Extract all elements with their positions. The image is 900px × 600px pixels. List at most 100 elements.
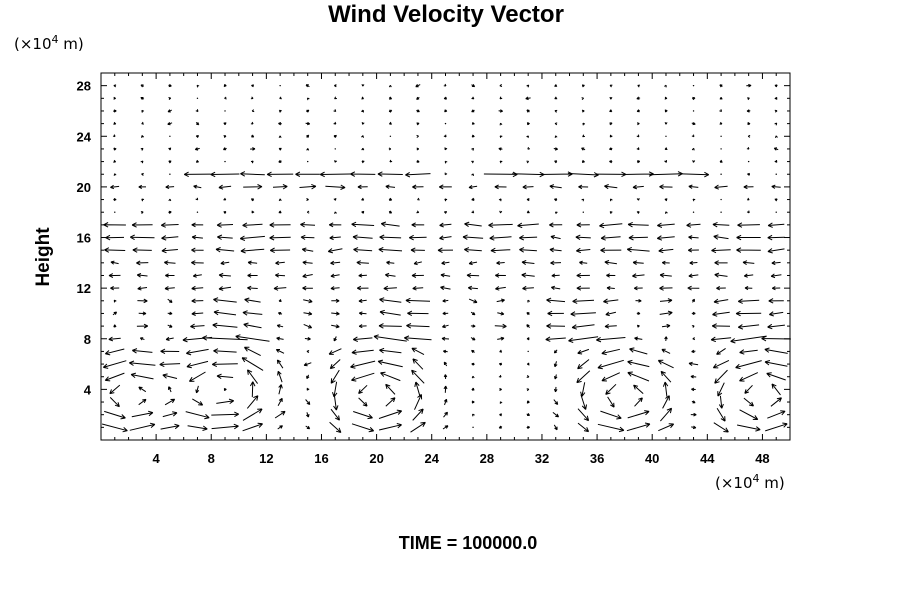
wind-vector (462, 234, 484, 240)
wind-vector (277, 397, 283, 407)
wind-vector (578, 184, 589, 190)
wind-vector (498, 425, 503, 429)
wind-vector (603, 298, 619, 304)
wind-vector (278, 384, 283, 395)
wind-vector (775, 135, 778, 139)
wind-vector (278, 122, 282, 126)
vector-dot (334, 148, 336, 150)
x-tick-labels: 4 8 12 16 20 24 28 32 36 40 44 48 (153, 451, 770, 466)
wind-vector (277, 312, 283, 316)
vector-dot (389, 135, 392, 137)
wind-vector (277, 370, 283, 383)
wind-vector (333, 84, 337, 88)
wind-vector (240, 171, 265, 177)
wind-vector (553, 349, 558, 354)
wind-vector (168, 386, 172, 393)
wind-vector (412, 184, 424, 190)
wind-vector (305, 121, 311, 126)
wind-vector (140, 84, 145, 88)
wind-vector (527, 299, 531, 303)
wind-vector (408, 234, 427, 241)
wind-vector (190, 323, 205, 329)
wind-vector (141, 109, 145, 113)
wind-vector (241, 357, 264, 371)
wind-vector (470, 311, 476, 316)
wind-vector (137, 298, 148, 304)
wind-vector (140, 160, 144, 164)
wind-vector (378, 247, 403, 253)
wind-vector (129, 422, 156, 431)
wind-vector (361, 83, 365, 87)
wind-vector (279, 96, 282, 100)
wind-vector (636, 122, 640, 126)
wind-vector (329, 235, 341, 241)
wind-vector (278, 147, 282, 151)
wind-vector (661, 260, 670, 265)
wind-vector (138, 386, 147, 393)
wind-vector (274, 410, 286, 419)
wind-vector (330, 273, 340, 278)
wind-vector (773, 147, 779, 151)
wind-vector (278, 198, 282, 202)
wind-vector (607, 396, 615, 408)
wind-vector (550, 260, 562, 266)
wind-vector (526, 400, 530, 404)
wind-vector (774, 109, 778, 113)
wind-vector (161, 235, 179, 241)
wind-vector (251, 210, 255, 214)
wind-vector (191, 235, 203, 240)
wind-vector (242, 222, 263, 228)
wind-vector (660, 407, 673, 422)
wind-vector (416, 96, 420, 100)
wind-vector (600, 235, 621, 241)
wind-vector (213, 309, 237, 316)
wind-vector (165, 336, 174, 341)
wind-vector (191, 222, 204, 228)
wind-vector (319, 171, 351, 178)
wind-vector (470, 337, 476, 341)
wind-vector (443, 211, 447, 214)
x-tick-label: 40 (645, 451, 659, 466)
wind-vector (388, 147, 392, 151)
wind-vector (444, 147, 448, 151)
wind-vector (627, 221, 649, 228)
wind-vector (636, 147, 640, 151)
wind-vector (358, 298, 367, 303)
wind-vector (498, 362, 503, 366)
wind-vector (414, 394, 423, 410)
wind-vector (468, 261, 478, 266)
wind-vector (499, 122, 503, 126)
wind-vector (331, 311, 340, 316)
wind-vector (191, 285, 204, 291)
wind-vector (251, 134, 255, 138)
wind-vector (526, 135, 529, 139)
wind-vector (380, 371, 401, 382)
vector-dot (692, 84, 695, 87)
wind-vector (218, 272, 231, 278)
wind-vector (716, 347, 726, 355)
wind-vector (499, 96, 503, 100)
x-tick-label: 16 (314, 451, 328, 466)
wind-vector (711, 247, 731, 254)
wind-vector (628, 234, 648, 241)
wind-vector (334, 211, 337, 214)
wind-vector (767, 410, 786, 419)
wind-vector (497, 311, 505, 316)
wind-vector (636, 324, 640, 328)
wind-vector (494, 323, 507, 329)
wind-vector (300, 234, 315, 240)
wind-vector (774, 96, 778, 100)
wind-vector (605, 311, 617, 317)
wind-vector (664, 109, 668, 113)
x-tick-label: 24 (424, 451, 439, 466)
wind-vector (139, 337, 145, 341)
wind-vector (442, 324, 449, 329)
wind-vector (737, 298, 760, 304)
wind-vector (582, 122, 586, 126)
wind-vector (550, 235, 561, 240)
wind-vector (471, 147, 475, 151)
wind-vector (379, 309, 401, 316)
wind-vector (554, 374, 558, 380)
wind-vector (302, 273, 313, 279)
vector-dot (775, 211, 777, 213)
